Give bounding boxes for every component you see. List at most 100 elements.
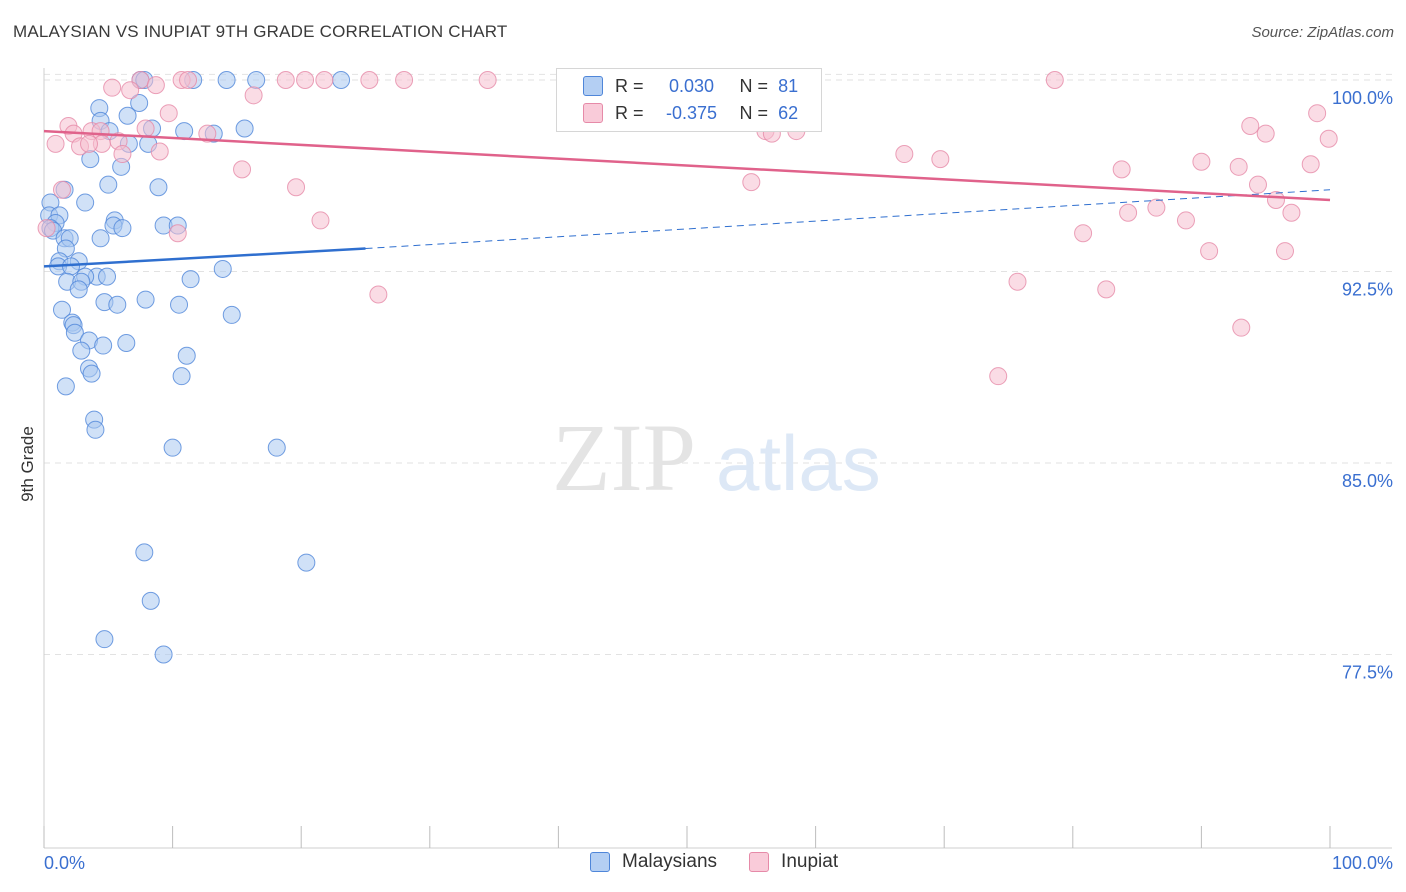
y-tick-label: 77.5% [1342,663,1393,683]
data-point [181,270,200,289]
y-tick-label: 100.0% [1332,88,1393,108]
data-point [296,71,315,89]
data-point [369,285,388,304]
data-point [37,219,56,238]
data-point [478,71,497,89]
series-legend: Malaysians Inupiat [590,851,870,873]
y-tick-label: 85.0% [1342,471,1393,491]
data-point [94,336,113,355]
data-point [146,76,165,95]
data-point [163,438,182,457]
data-point [1241,116,1260,135]
watermark-atlas: atlas [716,419,881,507]
data-point [395,71,414,89]
data-point [1074,224,1093,243]
data-point [82,364,101,383]
legend-r-label: R = [615,75,644,96]
data-point [46,134,65,153]
data-point [98,267,117,286]
data-point [1282,203,1301,222]
data-point [1045,71,1064,89]
data-point [1308,104,1327,123]
y-axis-label: 9th Grade [18,426,37,502]
data-point [267,438,286,457]
watermark-zip: ZIP [552,404,696,511]
data-point [222,305,241,324]
trend-line-malaysians [43,247,366,268]
data-point [931,150,950,169]
data-point [86,420,105,439]
legend-row-inupiat: R = -0.375 N = 62 [583,100,798,126]
data-point [1256,124,1275,143]
data-point [150,142,169,161]
legend-row-malaysians: R = 0.030 N = 81 [583,73,798,99]
data-point [95,630,114,649]
data-point [65,323,84,342]
legend-n-value: 62 [778,102,799,123]
data-point [217,71,236,89]
source-label: Source: ZipAtlas.com [1251,24,1394,41]
data-point [311,211,330,230]
legend-label-inupiat: Inupiat [781,851,839,872]
x-tick-label: 0.0% [44,853,85,873]
data-point [53,180,72,199]
series-inupiat [37,71,1338,386]
data-point [1192,152,1211,171]
legend-n-value: 81 [778,75,799,96]
data-point [159,104,178,123]
legend-label-malaysians: Malaysians [622,851,718,872]
data-point [1229,157,1248,176]
data-point [198,124,217,143]
data-point [1232,318,1251,337]
legend-n-label: N = [739,102,769,123]
legend-n-label: N = [739,75,769,96]
legend-swatch-blue [583,76,603,96]
data-point [108,295,127,314]
data-point [69,280,88,299]
data-point [130,93,149,112]
data-point [297,553,316,572]
data-point [315,71,334,89]
data-point [1319,129,1338,148]
data-point [1266,191,1285,210]
y-tick-label: 92.5% [1342,280,1393,300]
data-point [360,71,379,89]
legend-r-value: 0.030 [669,75,715,96]
data-point [136,290,155,309]
data-point [149,178,168,197]
legend-r-value: -0.375 [666,102,718,123]
legend-swatch-blue [590,852,610,872]
data-point [135,543,154,562]
data-point [1119,203,1138,222]
data-point [1147,198,1166,217]
data-point [177,346,196,365]
data-point [99,175,118,194]
tick-labels: 100.0% 92.5% 85.0% 77.5% 0.0% 100.0% [44,88,1393,873]
data-point [80,134,99,153]
watermark: ZIP atlas [552,404,881,511]
data-point [72,341,91,360]
data-point [1176,211,1195,230]
data-point [56,377,75,396]
data-point [895,145,914,164]
data-point [172,367,191,386]
data-point [103,78,122,97]
trend-extension-malaysians [365,189,1331,250]
legend-item-malaysians: Malaysians [590,851,717,873]
data-point [121,81,140,100]
data-point [154,645,173,664]
data-point [287,178,306,197]
data-point [244,86,263,105]
data-point [179,71,198,89]
correlation-legend: R = 0.030 N = 81 R = -0.375 N = 62 [556,68,822,132]
data-point [170,295,189,314]
data-point [1008,272,1027,291]
data-point [113,145,132,164]
data-point [276,71,295,89]
trend-line-inupiat [43,129,1331,202]
chart-title: MALAYSIAN VS INUPIAT 9TH GRADE CORRELATI… [13,22,508,41]
data-point [247,71,266,89]
data-point [76,193,95,212]
data-point [168,224,187,243]
